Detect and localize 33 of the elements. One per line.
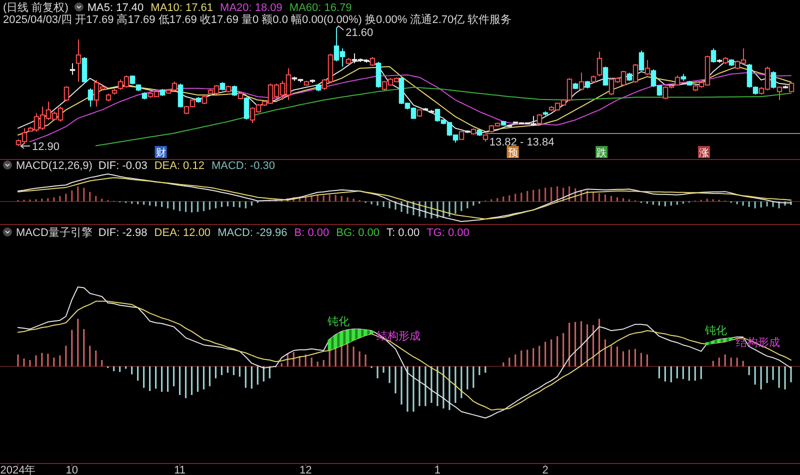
annotation: 12.90 [32, 141, 60, 153]
x-tick-label: 11 [174, 464, 186, 475]
text: MA20: 18.09 [220, 2, 282, 14]
text: MA60: 16.79 [289, 2, 352, 14]
text: DEA: 12.00 [154, 227, 211, 239]
text: MACD: -0.30 [211, 160, 276, 172]
text: DIF: -2.98 [98, 227, 148, 239]
x-tick-label: 1 [434, 464, 441, 475]
chart-title: MACD(12,26,9) [16, 160, 92, 172]
chart-title: MACD量子引擎 [16, 227, 92, 239]
annotation: 钝化 [326, 316, 350, 328]
x-tick-label: 2024年 [0, 464, 36, 475]
x-tick-label: 12 [299, 464, 312, 475]
x-tick-label: 2 [542, 464, 548, 475]
ref-line-label: 13.82 - 13.84 [489, 136, 554, 149]
event-marker: 预 [506, 146, 519, 159]
series-label: DIF: -0.03 [98, 160, 148, 172]
series-label: DEA: 0.12 [154, 160, 204, 172]
chart-subtitle: 2025/04/03/四 开17.69 高17.69 低17.69 收17.69 量0 额0.0 幅0.00(0.00%) 换0.00% 流通2.70亿 软件服务 [3, 13, 512, 26]
text: MA5: 17.40 [87, 2, 144, 14]
x-tick-label: 10 [66, 464, 78, 475]
event-marker: 财 [154, 146, 167, 159]
text: MACD: -29.96 [218, 227, 288, 239]
text: B: 0.00 [294, 227, 330, 239]
event-marker: 跌 [596, 146, 608, 159]
text: BG: 0.00 [336, 227, 380, 239]
annotation: 钝化 [704, 324, 728, 337]
event-marker: 涨 [698, 146, 710, 159]
text: T: 0.00 [386, 227, 420, 239]
text: MA10: 17.61 [150, 2, 214, 14]
annotation: 21.60 [346, 27, 374, 39]
chart-title: (日线 前复权) [3, 1, 68, 14]
text: TG: 0.00 [426, 227, 470, 239]
